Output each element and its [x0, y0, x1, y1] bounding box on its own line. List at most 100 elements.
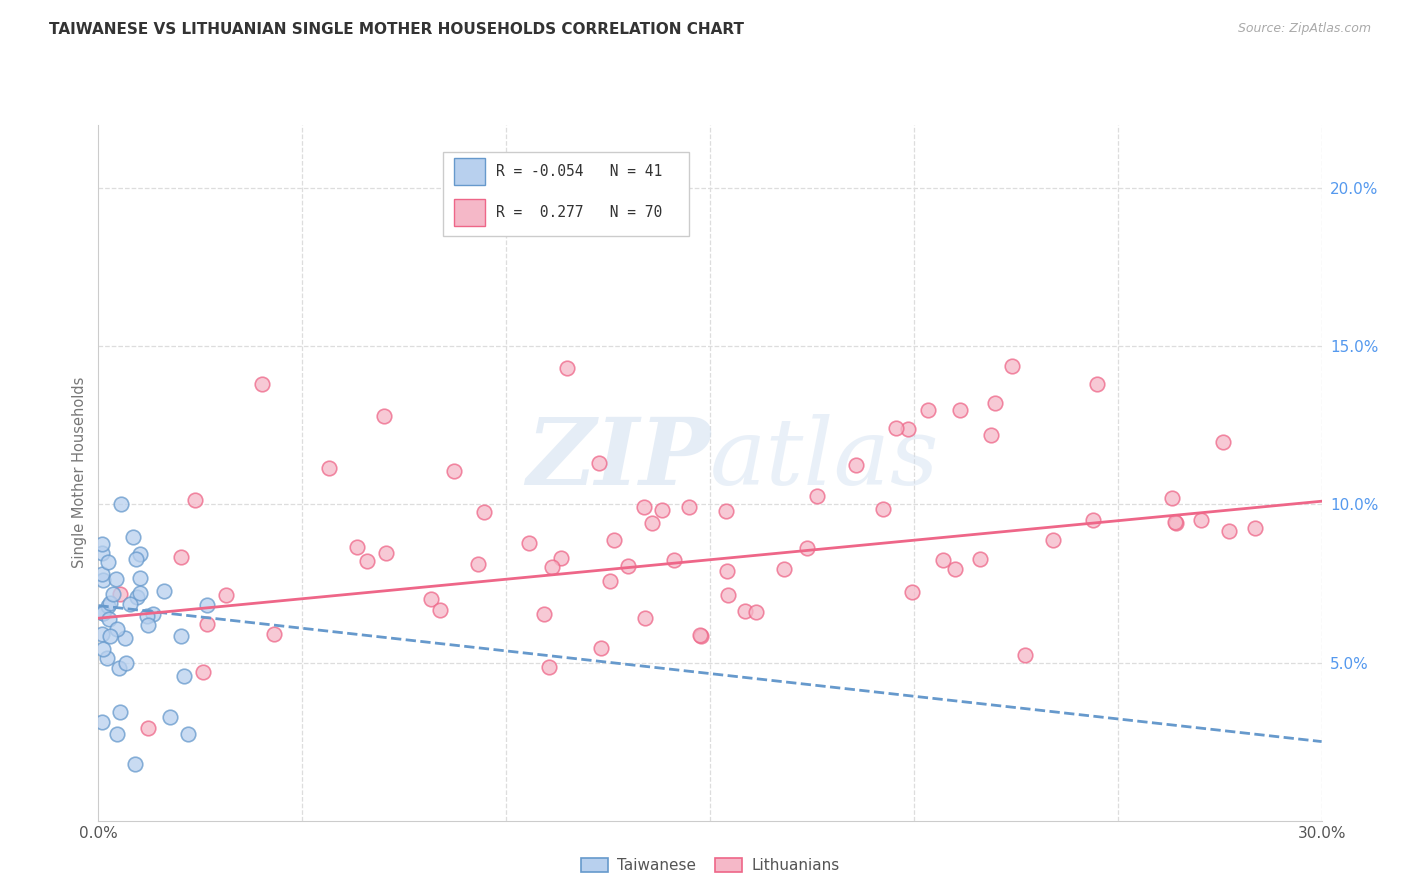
Point	[129, 586, 152, 600]
Point	[872, 501, 894, 516]
Point	[173, 668, 195, 682]
Point	[716, 504, 738, 518]
Point	[97, 599, 120, 614]
Point	[550, 551, 572, 566]
Point	[125, 590, 148, 604]
Point	[773, 562, 796, 576]
Point	[108, 705, 131, 719]
Point	[734, 603, 756, 617]
Point	[917, 403, 939, 417]
Point	[115, 656, 138, 670]
Point	[125, 551, 148, 566]
Text: TAIWANESE VS LITHUANIAN SINGLE MOTHER HOUSEHOLDS CORRELATION CHART: TAIWANESE VS LITHUANIAN SINGLE MOTHER HO…	[49, 22, 744, 37]
Point	[662, 553, 685, 567]
Y-axis label: Single Mother Households: Single Mother Households	[72, 377, 87, 568]
Point	[980, 428, 1002, 442]
Point	[98, 612, 121, 626]
Legend: Taiwanese, Lithuanians: Taiwanese, Lithuanians	[575, 852, 845, 880]
Point	[845, 458, 868, 472]
Point	[191, 665, 214, 679]
Text: atlas: atlas	[710, 414, 939, 504]
Point	[91, 573, 114, 587]
Point	[375, 546, 398, 560]
Point	[91, 627, 114, 641]
Point	[96, 651, 118, 665]
Point	[689, 628, 711, 642]
Point	[135, 608, 157, 623]
Point	[129, 571, 152, 585]
Point	[184, 492, 207, 507]
Point	[91, 537, 114, 551]
Point	[745, 605, 768, 619]
Point	[136, 617, 159, 632]
Point	[1014, 648, 1036, 662]
Point	[159, 709, 181, 723]
Point	[197, 599, 219, 613]
Point	[91, 566, 114, 581]
Point	[429, 603, 451, 617]
Point	[467, 558, 489, 572]
Point	[641, 516, 664, 531]
Point	[1001, 359, 1024, 374]
Point	[932, 553, 955, 567]
Point	[884, 421, 907, 435]
Point	[716, 564, 738, 578]
Point	[1161, 491, 1184, 505]
Point	[250, 377, 273, 392]
Point	[169, 549, 191, 564]
Point	[318, 460, 340, 475]
Point	[948, 403, 970, 417]
Point	[1218, 524, 1240, 538]
Point	[98, 629, 121, 643]
Point	[91, 642, 114, 657]
Point	[124, 756, 146, 771]
Point	[98, 596, 121, 610]
Point	[796, 541, 818, 555]
Point	[419, 591, 441, 606]
Point	[588, 456, 610, 470]
Point	[153, 583, 176, 598]
Point	[603, 533, 626, 547]
Point	[104, 572, 127, 586]
Point	[969, 551, 991, 566]
Text: ZIP: ZIP	[526, 414, 710, 504]
Point	[356, 554, 378, 568]
Text: R =  0.277   N = 70: R = 0.277 N = 70	[496, 205, 662, 219]
Point	[1085, 377, 1108, 392]
Point	[142, 607, 165, 621]
Point	[108, 661, 131, 675]
Point	[91, 714, 114, 729]
Point	[1212, 434, 1234, 449]
Point	[943, 562, 966, 576]
Point	[517, 535, 540, 549]
Point	[1244, 521, 1267, 535]
Point	[589, 640, 612, 655]
Point	[105, 726, 128, 740]
Point	[617, 559, 640, 574]
Point	[1042, 533, 1064, 547]
Point	[472, 505, 495, 519]
Text: Source: ZipAtlas.com: Source: ZipAtlas.com	[1237, 22, 1371, 36]
Point	[557, 361, 579, 376]
Point	[91, 606, 114, 620]
Point	[1189, 512, 1212, 526]
Point	[1164, 515, 1187, 529]
Point	[634, 611, 657, 625]
Point	[690, 629, 713, 643]
Point	[170, 629, 193, 643]
Point	[540, 560, 562, 574]
Point	[120, 597, 142, 611]
Point	[443, 464, 465, 478]
Point	[122, 530, 145, 544]
Point	[103, 587, 125, 601]
Point	[538, 660, 561, 674]
Point	[633, 500, 655, 514]
Point	[128, 547, 150, 561]
Point	[1081, 513, 1104, 527]
Point	[599, 574, 621, 589]
Point	[897, 422, 920, 436]
Point	[177, 727, 200, 741]
Point	[215, 588, 238, 602]
Point	[678, 500, 700, 514]
Point	[114, 632, 136, 646]
